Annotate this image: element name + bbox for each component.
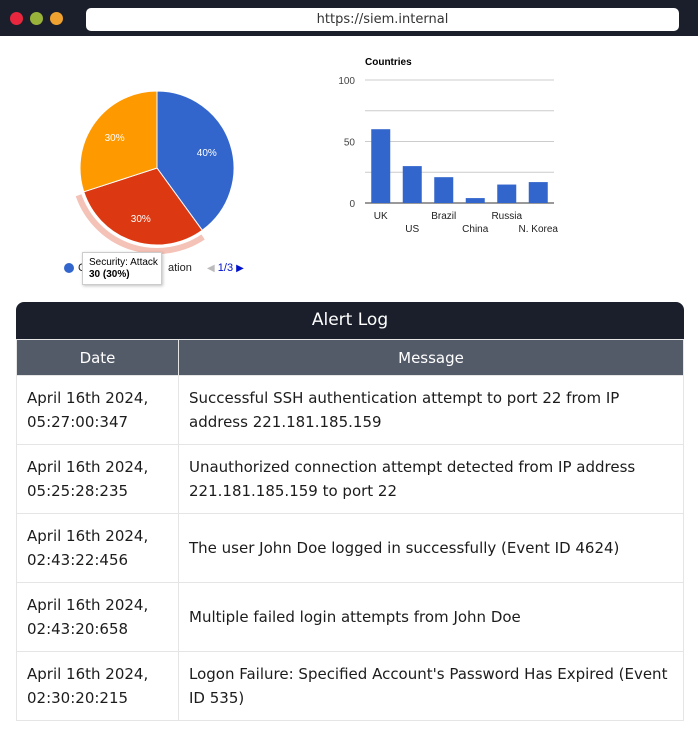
alert-time: 05:27:00:347 bbox=[27, 413, 129, 431]
alert-date-cell: April 16th 2024, 05:27:00:347 bbox=[16, 375, 179, 445]
legend-page-indicator: 1/3 bbox=[217, 262, 234, 274]
alert-date-cell: April 16th 2024, 05:25:28:235 bbox=[16, 444, 179, 514]
alert-time: 02:43:20:658 bbox=[27, 620, 129, 638]
pie-slice-label: 30% bbox=[131, 214, 151, 225]
alert-date: April 16th 2024, bbox=[27, 665, 149, 683]
alert-date-cell: April 16th 2024, 02:43:20:658 bbox=[16, 582, 179, 652]
table-row[interactable]: April 16th 2024, 02:30:20:215 Logon Failur… bbox=[16, 651, 684, 721]
x-tick-label: US bbox=[405, 224, 419, 235]
close-window-icon[interactable] bbox=[10, 12, 23, 25]
y-tick-label: 0 bbox=[349, 199, 355, 210]
tooltip-title: Security: Attack bbox=[89, 257, 158, 268]
alert-message: The user John Doe logged in successfully… bbox=[178, 513, 684, 583]
prev-page-icon[interactable]: ◀ bbox=[207, 263, 215, 274]
bar[interactable] bbox=[497, 184, 517, 203]
y-tick-label: 50 bbox=[344, 138, 356, 149]
table-row[interactable]: April 16th 2024, 05:27:00:347 Successful S… bbox=[16, 375, 684, 445]
legend-marker-icon bbox=[64, 263, 74, 273]
table-header-row: Date Message bbox=[16, 339, 684, 376]
alert-log-panel: Alert Log Date Message April 16th 2024, 0… bbox=[16, 302, 684, 721]
pie-slice[interactable] bbox=[156, 90, 235, 231]
x-tick-label: UK bbox=[374, 211, 388, 222]
bar[interactable] bbox=[371, 129, 391, 203]
table-row[interactable]: April 16th 2024, 05:25:28:235 Unauthorized… bbox=[16, 444, 684, 514]
bar[interactable] bbox=[434, 177, 454, 203]
bar-chart: Countries 0 50 100 UK US Brazil China Russia N. K… bbox=[330, 50, 580, 240]
pie-chart: 40% 30% 30% bbox=[60, 80, 260, 280]
legend-label-end: ation bbox=[167, 262, 192, 274]
bar[interactable] bbox=[402, 166, 422, 203]
alert-message: Logon Failure: Specified Account's Passw… bbox=[178, 651, 684, 721]
pie-tooltip: Security: Attack 30 (30%) bbox=[82, 252, 162, 285]
browser-chrome: https://siem.internal bbox=[0, 0, 698, 36]
legend-label-start: C bbox=[78, 262, 86, 274]
x-tick-label: N. Korea bbox=[519, 224, 559, 235]
alert-log-table: Date Message April 16th 2024, 05:27:00:34… bbox=[16, 339, 684, 721]
alert-date: April 16th 2024, bbox=[27, 527, 149, 545]
alert-message: Unauthorized connection attempt detected… bbox=[178, 444, 684, 514]
bar-chart-title: Countries bbox=[365, 57, 412, 68]
column-header-date[interactable]: Date bbox=[16, 339, 179, 376]
maximize-window-icon[interactable] bbox=[50, 12, 63, 25]
alert-time: 02:43:22:456 bbox=[27, 551, 129, 569]
y-tick-label: 100 bbox=[338, 76, 355, 87]
bar[interactable] bbox=[528, 182, 548, 203]
x-tick-label: China bbox=[462, 224, 489, 235]
next-page-icon[interactable]: ▶ bbox=[236, 263, 244, 274]
table-row[interactable]: April 16th 2024, 02:43:20:658 Multiple fai… bbox=[16, 582, 684, 652]
bar[interactable] bbox=[465, 198, 485, 203]
alert-log-title: Alert Log bbox=[16, 302, 684, 339]
alert-date-cell: April 16th 2024, 02:43:22:456 bbox=[16, 513, 179, 583]
legend-pager: ◀ 1/3 ▶ bbox=[207, 262, 244, 274]
address-bar[interactable]: https://siem.internal bbox=[86, 8, 679, 31]
alert-message: Successful SSH authentication attempt to… bbox=[178, 375, 684, 445]
column-header-message[interactable]: Message bbox=[178, 339, 684, 376]
alert-message: Multiple failed login attempts from John… bbox=[178, 582, 684, 652]
tooltip-value: 30 (30%) bbox=[89, 269, 130, 280]
alert-date: April 16th 2024, bbox=[27, 596, 149, 614]
alert-time: 05:25:28:235 bbox=[27, 482, 129, 500]
x-tick-label: Brazil bbox=[431, 211, 456, 222]
pie-slice-label: 30% bbox=[105, 133, 125, 144]
minimize-window-icon[interactable] bbox=[30, 12, 43, 25]
pie-slice[interactable] bbox=[83, 167, 203, 246]
x-tick-label: Russia bbox=[491, 211, 522, 222]
pie-slice[interactable] bbox=[79, 90, 158, 193]
table-row[interactable]: April 16th 2024, 02:43:22:456 The user Joh… bbox=[16, 513, 684, 583]
pie-hover-ring bbox=[75, 194, 205, 254]
alert-date: April 16th 2024, bbox=[27, 458, 149, 476]
legend-label[interactable]: Cation bbox=[78, 262, 192, 274]
pie-chart-svg: 40% 30% 30% bbox=[75, 90, 235, 254]
alert-date: April 16th 2024, bbox=[27, 389, 149, 407]
pie-slice-label: 40% bbox=[197, 148, 217, 159]
alert-time: 02:30:20:215 bbox=[27, 689, 129, 707]
alert-date-cell: April 16th 2024, 02:30:20:215 bbox=[16, 651, 179, 721]
